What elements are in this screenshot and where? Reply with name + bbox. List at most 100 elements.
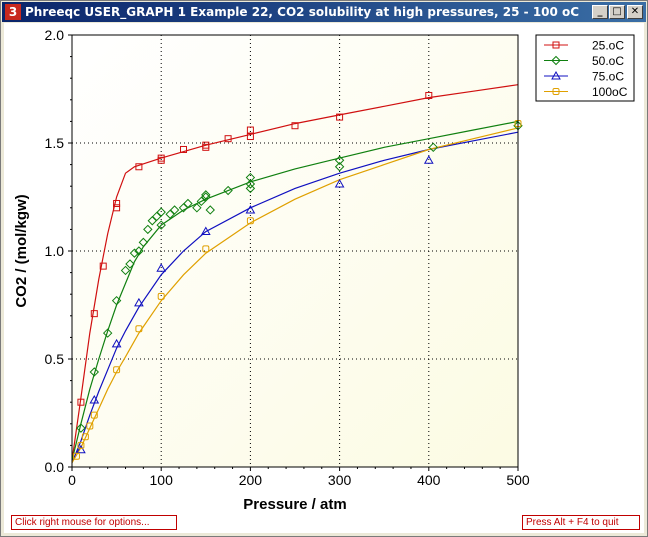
data-point	[245, 172, 256, 183]
plot-background	[72, 35, 518, 467]
legend-marker	[552, 41, 560, 49]
y-tick-label: 1.0	[45, 243, 65, 259]
data-point	[246, 217, 254, 225]
data-point	[425, 91, 433, 99]
data-point	[89, 395, 100, 404]
data-point	[169, 205, 180, 215]
data-point	[120, 265, 131, 276]
data-point	[81, 433, 89, 441]
legend-marker	[551, 55, 561, 66]
app-icon: 3	[5, 4, 21, 20]
data-point	[86, 422, 94, 430]
y-tick-label: 0.5	[45, 351, 65, 367]
x-tick-label: 100	[150, 472, 174, 488]
data-point	[183, 198, 193, 209]
data-point	[245, 179, 256, 189]
legend-label: 25.oC	[592, 39, 624, 53]
data-point	[143, 224, 153, 235]
data-point	[129, 248, 140, 258]
data-point	[77, 441, 85, 449]
status-hint-left: Click right mouse for options...	[11, 515, 177, 530]
data-point	[334, 155, 345, 165]
data-point	[246, 126, 254, 134]
status-hint-right: Press Alt + F4 to quit	[522, 515, 640, 530]
data-point	[76, 423, 86, 433]
data-point	[224, 135, 232, 143]
series-line	[72, 131, 518, 463]
data-point	[135, 163, 143, 171]
chart-area[interactable]: 0 100 200 300 400 500 0.0 0.5 1.0 1.5 2.0 Pressure …	[4, 23, 644, 533]
data-point	[156, 207, 166, 217]
close-icon[interactable]: ✕	[627, 5, 643, 19]
data-point	[202, 141, 210, 149]
data-point	[134, 246, 144, 256]
data-point	[156, 263, 167, 272]
data-point	[428, 142, 438, 153]
x-tick-label: 0	[68, 472, 76, 488]
title-bar[interactable]: 3 Phreeqc USER_GRAPH 1 Example 22, CO2 s…	[2, 2, 646, 22]
legend-label: 100oC	[592, 85, 628, 99]
data-point	[89, 367, 100, 377]
legend-label: 50.oC	[592, 54, 624, 68]
data-point	[202, 245, 210, 253]
data-point	[245, 183, 256, 194]
x-axis-title: Pressure / atm	[243, 496, 346, 513]
data-point	[90, 310, 98, 318]
data-point	[111, 295, 122, 306]
series-line	[72, 127, 518, 464]
data-point	[205, 205, 215, 215]
data-point	[180, 145, 187, 153]
data-point	[147, 216, 157, 226]
data-point	[156, 220, 166, 230]
data-point	[200, 226, 211, 236]
data-point	[196, 196, 207, 207]
data-point	[291, 122, 299, 130]
data-point	[76, 444, 86, 454]
data-point	[423, 155, 434, 164]
data-point	[178, 203, 189, 213]
legend-marker	[551, 70, 561, 80]
data-point	[201, 190, 211, 200]
data-point	[336, 113, 344, 121]
data-point	[192, 203, 202, 213]
data-point	[125, 259, 135, 269]
series-line	[72, 120, 518, 461]
y-tick-label: 0.0	[45, 459, 65, 475]
data-point	[113, 204, 121, 212]
chart-svg: 0 100 200 300 400 500 0.0 0.5 1.0 1.5 2.0 Pressure …	[13, 27, 635, 513]
data-point	[77, 398, 85, 406]
data-point	[99, 262, 107, 270]
legend-marker	[552, 88, 560, 95]
data-point	[135, 325, 143, 333]
data-point	[165, 209, 175, 219]
data-point	[152, 211, 162, 222]
data-point	[157, 292, 165, 300]
series-line	[72, 84, 518, 461]
data-point	[111, 338, 122, 348]
data-point	[113, 366, 121, 374]
data-point	[245, 204, 256, 214]
data-point	[72, 452, 80, 460]
data-point	[334, 162, 345, 172]
data-point	[102, 328, 113, 338]
data-point	[138, 237, 149, 248]
y-tick-label: 2.0	[45, 27, 65, 43]
data-point	[134, 297, 144, 307]
x-tick-label: 500	[506, 472, 530, 488]
data-point	[113, 199, 121, 207]
data-point	[157, 154, 165, 162]
data-point	[90, 411, 98, 419]
minimize-icon[interactable]: _	[592, 5, 608, 19]
legend-label: 75.oC	[592, 70, 624, 84]
x-tick-label: 400	[417, 472, 441, 488]
maximize-icon[interactable]: □	[609, 5, 625, 19]
legend-box	[535, 34, 635, 102]
window-title: Phreeqc USER_GRAPH 1 Example 22, CO2 sol…	[25, 5, 580, 19]
y-axis-title: CO2 / (mol/kgw)	[13, 194, 30, 307]
y-tick-label: 1.5	[45, 135, 65, 151]
x-tick-label: 300	[328, 472, 352, 488]
x-tick-label: 200	[239, 472, 263, 488]
data-point	[334, 179, 345, 188]
data-point	[223, 185, 233, 196]
